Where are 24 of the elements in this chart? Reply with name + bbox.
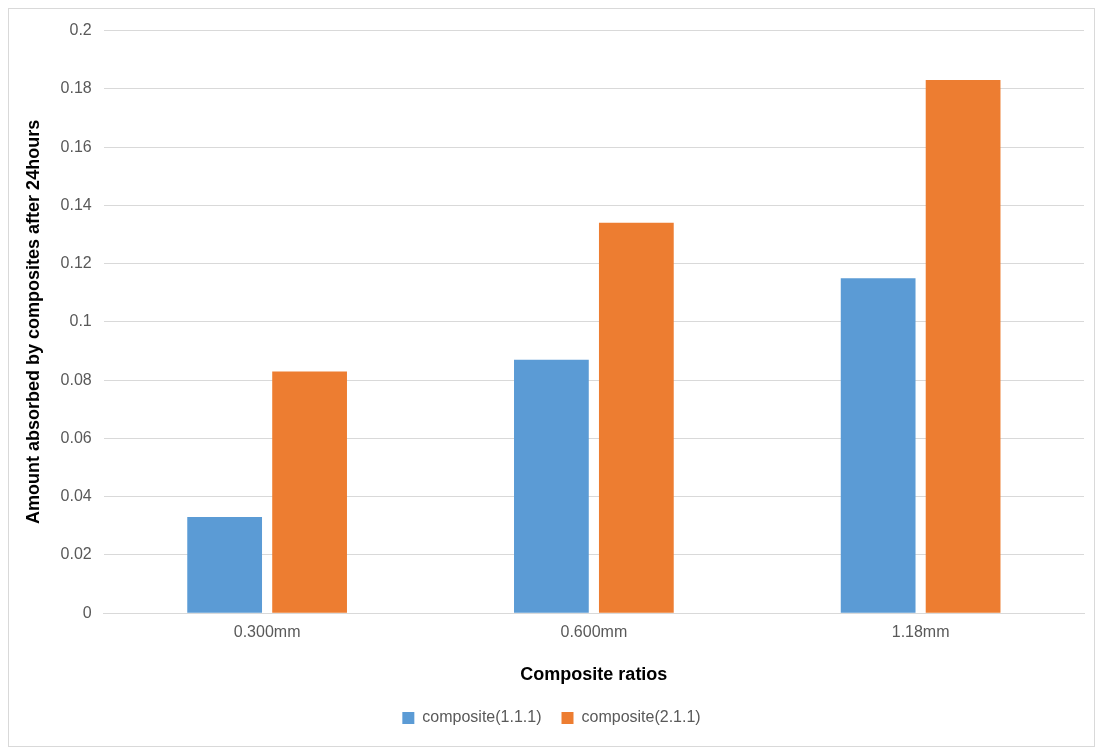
y-tick-label: 0.08	[60, 370, 92, 388]
x-tick-label: 1.18mm	[891, 623, 950, 641]
y-tick-label: 0	[82, 603, 92, 621]
y-tick-label: 0.12	[60, 254, 92, 272]
y-tick-label: 0.04	[60, 487, 92, 505]
y-tick-label: 0.16	[60, 137, 92, 155]
y-tick-label: 0.18	[60, 79, 92, 97]
x-tick-label: 0.300mm	[233, 623, 301, 641]
y-tick-label: 0.2	[69, 21, 92, 39]
legend-label: composite(2.1.1)	[581, 708, 701, 726]
y-tick-label: 0.06	[60, 428, 92, 446]
x-tick-label: 0.600mm	[560, 623, 628, 641]
bar	[514, 359, 589, 613]
bar	[840, 278, 916, 613]
x-axis-title: Composite ratios	[520, 664, 668, 685]
y-tick-label: 0.1	[69, 312, 92, 330]
bar	[598, 222, 674, 613]
y-tick-label: 0.14	[60, 195, 92, 213]
y-axis-title: Amount absorbed by composites after 24hours	[22, 119, 43, 524]
bar	[187, 517, 263, 613]
bar	[272, 371, 347, 613]
y-tick-label: 0.02	[60, 545, 92, 563]
legend-label: composite(1.1.1)	[422, 708, 542, 726]
bar	[925, 80, 1001, 613]
